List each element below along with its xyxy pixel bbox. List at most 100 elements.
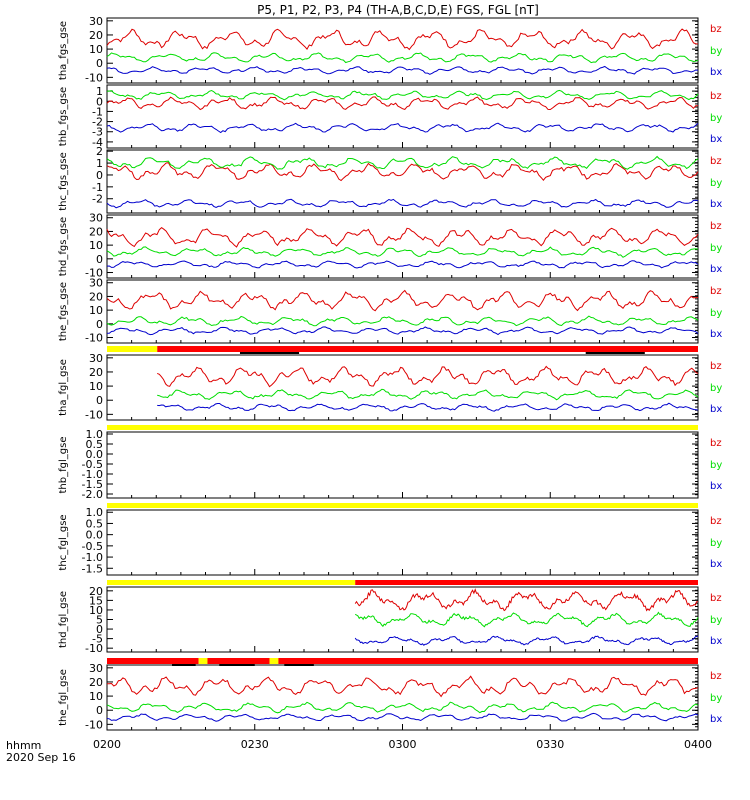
flag-segment-red: [207, 658, 270, 664]
legend-bz: bz: [710, 286, 722, 297]
y-tick-label: 20: [89, 366, 103, 379]
series-bx-line: [157, 402, 699, 412]
time-tick-label: 0330: [536, 738, 564, 751]
y-tick-label: -0.5: [82, 540, 103, 553]
y-tick-label: -1.5: [82, 478, 103, 491]
series-bx-line: [106, 65, 699, 75]
flag-mark: [239, 352, 300, 354]
panel-frame: [106, 509, 699, 576]
y-tick-label: 20: [89, 29, 103, 42]
legend-bz: bz: [710, 361, 722, 372]
y-tick-label: 10: [89, 380, 103, 393]
series-bz-line: [106, 289, 699, 312]
y-tick-label: -10: [85, 332, 103, 345]
legend-bz: bz: [710, 24, 722, 35]
series-bz-line: [106, 675, 699, 698]
time-axis-unit-label: hhmm: [6, 739, 41, 752]
y-tick-label: 15: [89, 594, 103, 607]
legend-bx: bx: [710, 404, 722, 415]
y-tick-label: 0: [96, 623, 103, 636]
y-tick-label: 0: [96, 169, 103, 182]
y-tick-label: 20: [89, 225, 103, 238]
legend-bx: bx: [710, 714, 722, 725]
y-tick-label: -1: [92, 105, 103, 118]
y-tick-label: -5: [92, 633, 103, 646]
panel-thc_fgl_gse: 1.00.50.0-0.5-1.0-1.5 thc_fgl_gse bz by bx: [58, 506, 722, 576]
series-by-line: [106, 315, 699, 327]
legend-bz: bz: [710, 516, 722, 527]
series-bz-line: [106, 96, 699, 111]
panel-frame: [106, 664, 699, 731]
panel-label: tha_fgs_gse: [58, 21, 69, 80]
y-tick-label: 20: [89, 290, 103, 303]
legend-bx: bx: [710, 264, 722, 275]
y-tick-label: 30: [89, 662, 103, 675]
y-tick-label: 10: [89, 690, 103, 703]
flag-mark: [585, 352, 645, 354]
series-bx-line: [106, 122, 699, 134]
y-tick-label: 0.0: [86, 448, 104, 461]
y-tick-label: 0: [96, 704, 103, 717]
legend-bx: bx: [710, 67, 722, 78]
flag-bar: [107, 346, 699, 354]
panel-label: thd_fgl_gse: [58, 591, 69, 648]
series-by-line: [106, 52, 699, 64]
y-tick-label: 10: [89, 239, 103, 252]
legend-by: by: [710, 460, 722, 471]
y-tick-label: -10: [85, 71, 103, 84]
y-tick-label: -1.0: [82, 551, 103, 564]
y-tick-label: -10: [85, 642, 103, 655]
series-by-line: [106, 701, 699, 714]
flag-mark: [172, 664, 196, 666]
y-tick-label: 10: [89, 304, 103, 317]
series-by-line: [106, 89, 699, 101]
y-tick-label: 10: [89, 43, 103, 56]
series-by-line: [354, 611, 699, 628]
y-tick-label: -4: [92, 136, 103, 149]
y-tick-label: 1: [96, 85, 103, 98]
legend-by: by: [710, 178, 722, 189]
legend-bz: bz: [710, 91, 722, 102]
legend-bx: bx: [710, 636, 722, 647]
series-bz-line: [106, 28, 699, 51]
y-tick-label: 0.5: [86, 438, 104, 451]
legend-by: by: [710, 693, 722, 704]
legend-bz: bz: [710, 438, 722, 449]
legend-by: by: [710, 308, 722, 319]
legend-by: by: [710, 383, 722, 394]
series-bz-line: [106, 162, 699, 182]
y-tick-label: 20: [89, 585, 103, 598]
y-tick-label: 30: [89, 15, 103, 28]
panel-thc_fgs_gse: 210-1-2 thc_fgs_gse bz by bx: [58, 145, 722, 214]
chart-title: P5, P1, P2, P3, P4 (TH-A,B,C,D,E) FGS, F…: [257, 3, 539, 17]
series-bz-line: [354, 588, 699, 612]
panel-label: tha_fgl_gse: [58, 359, 69, 416]
series-by-line: [106, 246, 699, 258]
flag-segment-yellow: [107, 425, 698, 430]
panel-label: thc_fgl_gse: [58, 514, 69, 570]
panel-label: thd_fgs_gse: [58, 217, 69, 276]
panel-frame: [106, 354, 699, 421]
series-bx-line: [107, 326, 699, 336]
flag-bars-layer: [107, 346, 699, 666]
date-label: 2020 Sep 16: [6, 751, 76, 764]
flag-segment-red: [355, 580, 698, 585]
flag-segment-red: [157, 346, 699, 352]
series-bx-line: [106, 198, 699, 209]
panel-thb_fgl_gse: 1.00.50.0-0.5-1.0-1.5-2.0 thb_fgl_gse bz by…: [58, 428, 722, 501]
y-tick-label: 2: [96, 145, 103, 158]
time-tick-label: 0400: [684, 738, 712, 751]
y-tick-label: 30: [89, 352, 103, 365]
y-tick-label: 0: [96, 57, 103, 70]
series-bx-line: [106, 260, 699, 269]
panel-frame: [106, 17, 699, 84]
y-tick-label: -1: [92, 181, 103, 194]
series-by-line: [157, 388, 699, 401]
time-tick-label: 0200: [93, 738, 121, 751]
